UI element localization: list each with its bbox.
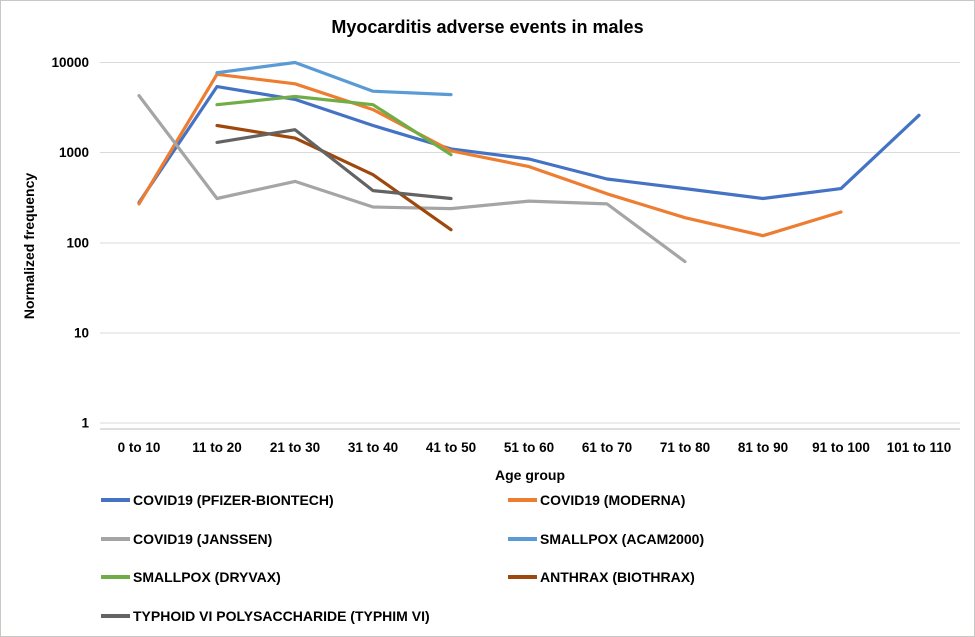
legend-swatch-covid19-janssen bbox=[101, 536, 130, 541]
chart-title: Myocarditis adverse events in males bbox=[331, 17, 644, 37]
x-axis-title: Age group bbox=[495, 467, 565, 483]
y-tick-10000: 10000 bbox=[51, 55, 89, 70]
x-tick-11-to-20: 11 to 20 bbox=[192, 440, 242, 455]
legend-item-covid19-janssen: COVID19 (JANSSEN) bbox=[101, 529, 272, 549]
x-tick-31-to-40: 31 to 40 bbox=[348, 440, 398, 455]
x-tick-81-to-90: 81 to 90 bbox=[738, 440, 788, 455]
legend-item-smallpox-dryvax: SMALLPOX (DRYVAX) bbox=[101, 567, 281, 587]
legend-swatch-covid19-moderna bbox=[508, 498, 537, 502]
plot-area: 10000 1000 100 10 1 0 to 10 11 to 20 21 to 30 31… bbox=[21, 55, 960, 483]
legend-label-anthrax-biothrax: ANTHRAX (BIOTHRAX) bbox=[540, 569, 695, 585]
legend-swatch-typhoid-vi-polysaccharide-typhim-vi bbox=[101, 613, 130, 618]
y-tick-100: 100 bbox=[66, 235, 89, 250]
series-line-covid19-janssen bbox=[137, 93, 687, 264]
legend-label-covid19-moderna: COVID19 (MODERNA) bbox=[540, 492, 686, 508]
x-tick-91-to-100: 91 to 100 bbox=[812, 440, 870, 455]
y-axis-title: Normalized frequency bbox=[21, 173, 37, 319]
legend-item-covid19-moderna: COVID19 (MODERNA) bbox=[508, 490, 685, 510]
legend-label-covid19-janssen: COVID19 (JANSSEN) bbox=[133, 530, 273, 547]
series-line-smallpox-dryvax bbox=[215, 94, 453, 157]
y-tick-1: 1 bbox=[81, 416, 89, 431]
x-tick-71-to-80: 71 to 80 bbox=[660, 440, 710, 455]
legend-label-smallpox-dryvax: SMALLPOX (DRYVAX) bbox=[133, 569, 281, 585]
legend-item-typhoid-vi-polysaccharide-typhim-vi: TYPHOID VI POLYSACCHARIDE (TYPHIM VI) bbox=[101, 606, 430, 626]
legend-item-anthrax-biothrax: ANTHRAX (BIOTHRAX) bbox=[508, 567, 695, 587]
series-line-covid19-pfizer-biontech bbox=[137, 84, 921, 205]
legend-item-covid19-pfizer-biontech: COVID19 (PFIZER-BIONTECH) bbox=[101, 490, 334, 510]
y-tick-10: 10 bbox=[74, 326, 89, 341]
legend-swatch-smallpox-acam2000 bbox=[508, 536, 537, 541]
series-line-typhoid-vi-polysaccharide-typhim-vi bbox=[215, 128, 453, 201]
legend-swatch-smallpox-dryvax bbox=[101, 575, 130, 579]
legend-item-smallpox-acam2000: SMALLPOX (ACAM2000) bbox=[508, 529, 704, 549]
series-line-covid19-moderna bbox=[137, 72, 843, 238]
legend-swatch-anthrax-biothrax bbox=[508, 575, 537, 579]
legend-label-covid19-pfizer-biontech: COVID19 (PFIZER-BIONTECH) bbox=[133, 492, 334, 508]
series-line-anthrax-biothrax bbox=[215, 123, 453, 232]
legend-label-typhoid-vi-polysaccharide-typhim-vi: TYPHOID VI POLYSACCHARIDE (TYPHIM VI) bbox=[133, 607, 430, 624]
legend-swatch-covid19-pfizer-biontech bbox=[101, 498, 130, 502]
x-tick-61-to-70: 61 to 70 bbox=[582, 440, 632, 455]
legend-label-smallpox-acam2000: SMALLPOX (ACAM2000) bbox=[540, 530, 705, 547]
x-tick-51-to-60: 51 to 60 bbox=[504, 440, 554, 455]
x-tick-41-to-50: 41 to 50 bbox=[426, 440, 476, 455]
x-tick-101-to-110: 101 to 110 bbox=[887, 440, 952, 455]
series-line-smallpox-acam2000 bbox=[215, 60, 453, 97]
x-tick-21-to-30: 21 to 30 bbox=[270, 440, 320, 455]
x-tick-0-to-10: 0 to 10 bbox=[118, 440, 161, 455]
y-tick-1000: 1000 bbox=[59, 145, 89, 160]
